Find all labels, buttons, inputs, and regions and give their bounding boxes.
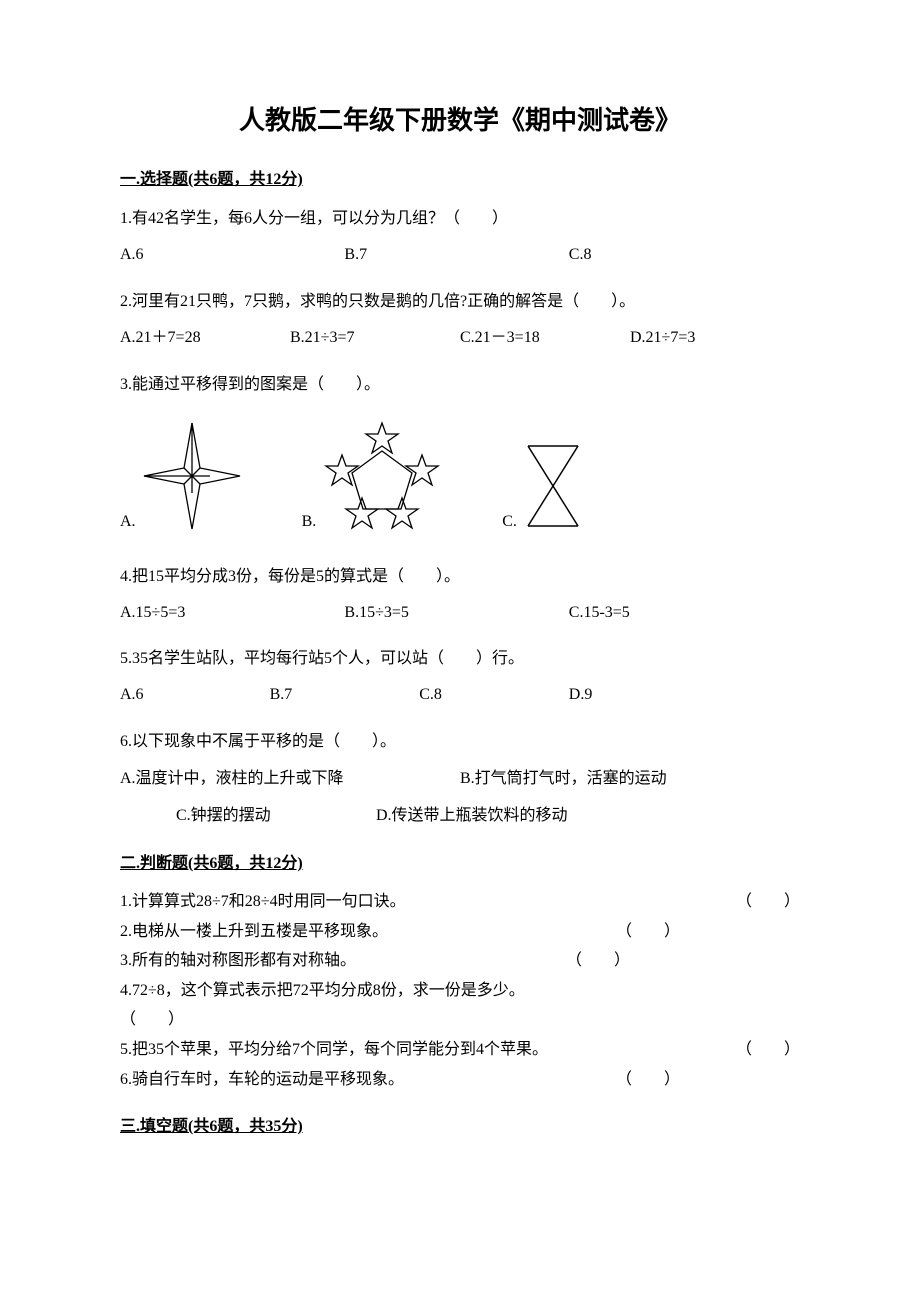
q4-c: C.15-3=5: [569, 599, 793, 628]
section2-header: 二.判断题(共6题，共12分): [120, 849, 800, 873]
q4-text: 4.把15平均分成3份，每份是5的算式是（ ）。: [120, 561, 800, 593]
q1-a: A.6: [120, 241, 344, 270]
tf-q1-text: 1.计算算式28÷7和28÷4时用同一句口诀。: [120, 887, 406, 917]
q2-text: 2.河里有21只鸭，7只鹅，求鸭的只数是鹅的几倍?正确的解答是（ ）。: [120, 286, 800, 318]
four-point-star-icon: [142, 421, 242, 531]
q3-text: 3.能通过平移得到的图案是（ ）。: [120, 369, 800, 401]
q6-d: D.传送带上瓶装饮料的移动: [376, 801, 568, 831]
tf-q6-text: 6.骑自行车时，车轮的运动是平移现象。: [120, 1065, 404, 1095]
q6-text: 6.以下现象中不属于平移的是（ ）。: [120, 726, 800, 758]
stars-pentagon-icon: [322, 421, 442, 531]
q4-options: A.15÷5=3 B.15÷3=5 C.15-3=5: [120, 599, 800, 628]
q1-text: 1.有42名学生，每6人分一组，可以分为几组？（ ）: [120, 203, 800, 235]
q6-line1: A.温度计中，液柱的上升或下降 B.打气筒打气时，活塞的运动: [120, 764, 800, 794]
q2-b: B.21÷3=7: [290, 324, 460, 353]
tf-q6-paren: （ ）: [616, 1065, 680, 1095]
q6-c: C.钟摆的摆动: [176, 801, 376, 831]
section1-header: 一.选择题(共6题，共12分): [120, 165, 800, 189]
q3-image-options: A. B. C.: [120, 421, 800, 531]
q3-opt-b: B.: [302, 421, 443, 531]
tf-q3-text: 3.所有的轴对称图形都有对称轴。: [120, 946, 356, 976]
tf-q4-text: 4.72÷8，这个算式表示把72平均分成8份，求一份是多少。: [120, 976, 800, 1006]
hourglass-icon: [523, 441, 583, 531]
page-title: 人教版二年级下册数学《期中测试卷》: [120, 100, 800, 137]
q2-c: C.21－3=18: [460, 324, 630, 353]
q2-options: A.21＋7=28 B.21÷3=7 C.21－3=18 D.21÷7=3: [120, 324, 800, 353]
q5-c: C.8: [419, 681, 569, 710]
q6-b: B.打气筒打气时，活塞的运动: [460, 764, 800, 794]
tf-q3: 3.所有的轴对称图形都有对称轴。 （ ）: [120, 946, 800, 976]
q6-a: A.温度计中，液柱的上升或下降: [120, 764, 460, 794]
q2-a: A.21＋7=28: [120, 324, 290, 353]
q5-a: A.6: [120, 681, 270, 710]
section3-header: 三.填空题(共6题，共35分): [120, 1112, 800, 1136]
tf-q2: 2.电梯从一楼上升到五楼是平移现象。 （ ）: [120, 917, 800, 947]
tf-q1: 1.计算算式28÷7和28÷4时用同一句口诀。 （ ）: [120, 887, 800, 917]
tf-q4-paren: （ ）: [120, 1005, 800, 1035]
q5-d: D.9: [569, 681, 719, 710]
q3-opt-a: A.: [120, 421, 242, 531]
q2-d: D.21÷7=3: [630, 324, 800, 353]
tf-q6: 6.骑自行车时，车轮的运动是平移现象。 （ ）: [120, 1065, 800, 1095]
tf-q3-paren: （ ）: [566, 946, 630, 976]
tf-q5-paren: （ ）: [736, 1035, 800, 1065]
q1-b: B.7: [344, 241, 568, 270]
q3-c-label: C.: [502, 513, 517, 531]
tf-q5-text: 5.把35个苹果，平均分给7个同学，每个同学能分到4个苹果。: [120, 1035, 548, 1065]
q1-options: A.6 B.7 C.8: [120, 241, 800, 270]
q4-b: B.15÷3=5: [344, 599, 568, 628]
tf-q2-text: 2.电梯从一楼上升到五楼是平移现象。: [120, 917, 388, 947]
tf-q1-paren: （ ）: [736, 887, 800, 917]
q3-opt-c: C.: [502, 441, 583, 531]
q5-b: B.7: [270, 681, 420, 710]
tf-q5: 5.把35个苹果，平均分给7个同学，每个同学能分到4个苹果。 （ ）: [120, 1035, 800, 1065]
q1-c: C.8: [569, 241, 793, 270]
q5-options: A.6 B.7 C.8 D.9: [120, 681, 800, 710]
q6-line2: C.钟摆的摆动 D.传送带上瓶装饮料的移动: [176, 801, 800, 831]
q5-text: 5.35名学生站队，平均每行站5个人，可以站（ ）行。: [120, 643, 800, 675]
q3-b-label: B.: [302, 513, 317, 531]
q3-a-label: A.: [120, 513, 136, 531]
q4-a: A.15÷5=3: [120, 599, 344, 628]
tf-q2-paren: （ ）: [616, 917, 680, 947]
